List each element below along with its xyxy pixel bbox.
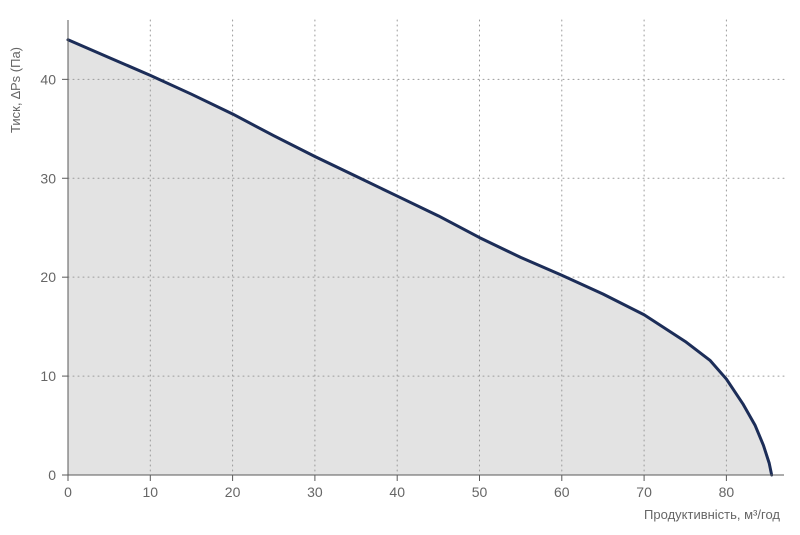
y-tick-label: 30: [40, 170, 56, 186]
x-tick-label: 20: [225, 484, 241, 500]
y-axis-label: Тиск, ∆Ps (Па): [8, 47, 23, 133]
y-tick-label: 20: [40, 269, 56, 285]
x-tick-label: 60: [554, 484, 570, 500]
x-tick-label: 0: [64, 484, 72, 500]
x-tick-label: 10: [143, 484, 159, 500]
pressure-flow-chart: 0 10 20 30 40 50 60 70 80 0 10 20 30 40 Продуктивність…: [0, 0, 800, 535]
chart-svg: 0 10 20 30 40 50 60 70 80 0 10 20 30 40 Продуктивність…: [0, 0, 800, 535]
x-tick-label: 70: [636, 484, 652, 500]
x-tick-label: 50: [472, 484, 488, 500]
x-tick-label: 40: [389, 484, 405, 500]
x-tick-label: 80: [719, 484, 735, 500]
x-tick-label: 30: [307, 484, 323, 500]
y-tick-label: 40: [40, 71, 56, 87]
x-axis-label: Продуктивність, м³/год: [644, 507, 780, 522]
y-tick-label: 0: [48, 467, 56, 483]
y-tick-label: 10: [40, 368, 56, 384]
